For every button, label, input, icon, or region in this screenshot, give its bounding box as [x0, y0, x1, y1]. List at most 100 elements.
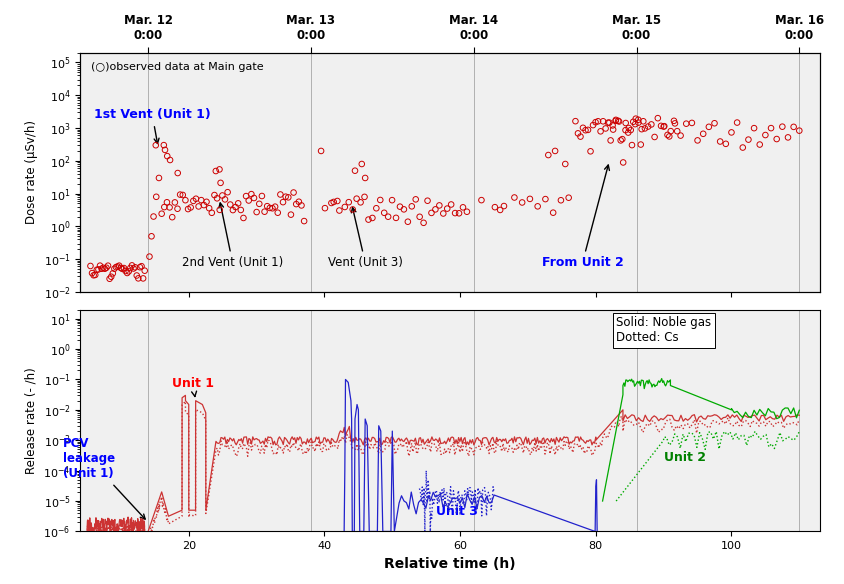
Point — [448, 208, 462, 218]
Point — [729, 118, 743, 127]
Point — [644, 120, 657, 129]
Point — [432, 201, 446, 210]
Point — [168, 198, 181, 207]
Point — [178, 196, 192, 205]
Point — [170, 168, 184, 178]
Point — [128, 263, 142, 272]
Point — [292, 197, 306, 206]
Point — [213, 165, 226, 174]
Point — [633, 140, 647, 150]
Point — [621, 123, 635, 133]
Point — [234, 206, 247, 215]
Point — [775, 122, 788, 131]
Point — [444, 200, 457, 209]
Point — [413, 212, 426, 221]
Point — [377, 208, 391, 217]
Point — [189, 194, 203, 203]
Point — [746, 123, 760, 133]
Point — [657, 121, 670, 131]
Point — [474, 196, 488, 205]
Point — [295, 201, 308, 210]
Point — [663, 127, 677, 136]
Point — [96, 263, 110, 272]
Point — [603, 135, 617, 145]
Point — [650, 113, 663, 123]
Point — [117, 263, 131, 273]
Point — [653, 121, 667, 131]
Point — [276, 197, 289, 207]
Point — [452, 208, 465, 218]
Point — [112, 261, 126, 270]
Point — [125, 260, 138, 270]
Point — [695, 129, 709, 138]
Point — [620, 128, 634, 137]
Point — [84, 261, 97, 270]
Point — [354, 159, 368, 169]
Point — [428, 205, 441, 214]
Y-axis label: Release rate (- /h): Release rate (- /h) — [24, 367, 38, 474]
Point — [273, 190, 287, 199]
Point — [342, 197, 355, 207]
Point — [786, 122, 799, 131]
Point — [408, 194, 422, 204]
Point — [239, 192, 252, 201]
Point — [581, 125, 594, 134]
Point — [105, 272, 118, 281]
Point — [493, 205, 506, 214]
Text: (○)observed data at Main gate: (○)observed data at Main gate — [91, 62, 263, 72]
Point — [192, 201, 205, 211]
Point — [252, 199, 266, 208]
Point — [701, 122, 715, 131]
Point — [176, 190, 189, 200]
Point — [641, 122, 654, 131]
Point — [260, 201, 273, 211]
Point — [250, 207, 263, 217]
Point — [614, 134, 628, 144]
Point — [397, 204, 410, 214]
Point — [226, 206, 240, 215]
Point — [662, 132, 675, 141]
Text: Unit 3: Unit 3 — [436, 505, 478, 518]
Point — [208, 190, 221, 200]
Point — [114, 263, 127, 273]
Point — [223, 200, 236, 209]
Point — [289, 199, 303, 208]
Point — [208, 166, 222, 176]
Point — [601, 118, 614, 127]
Point — [229, 203, 242, 212]
Point — [143, 252, 156, 261]
Point — [628, 120, 641, 129]
Point — [623, 126, 636, 135]
Point — [401, 217, 414, 227]
Point — [123, 263, 137, 273]
Point — [91, 265, 105, 274]
Point — [181, 204, 195, 214]
Point — [385, 196, 398, 205]
Point — [119, 266, 133, 276]
Point — [763, 123, 776, 133]
Point — [157, 203, 170, 212]
Point — [265, 204, 279, 213]
Point — [98, 264, 111, 273]
Point — [381, 212, 394, 221]
Text: Unit 2: Unit 2 — [663, 451, 705, 464]
Point — [111, 262, 124, 271]
Point — [90, 265, 104, 274]
Point — [95, 264, 108, 273]
Point — [548, 146, 561, 155]
Point — [241, 196, 255, 205]
Point — [279, 192, 292, 201]
Point — [194, 196, 208, 205]
Point — [781, 133, 794, 142]
Y-axis label: Dose rate (μSv/h): Dose rate (μSv/h) — [25, 120, 38, 224]
Point — [144, 232, 158, 241]
Point — [348, 166, 361, 175]
Point — [333, 206, 346, 215]
Point — [684, 118, 698, 127]
Point — [392, 202, 406, 211]
Point — [609, 115, 622, 124]
Point — [436, 209, 450, 218]
Point — [718, 139, 732, 148]
Point — [338, 202, 351, 211]
Point — [615, 158, 629, 167]
